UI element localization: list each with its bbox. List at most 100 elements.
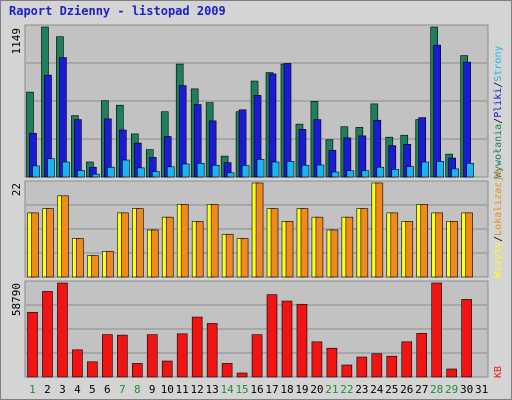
bar-strony-day-7 <box>122 159 130 178</box>
day-label-3: 3 <box>59 383 66 396</box>
bar-strony-day-3 <box>62 161 70 178</box>
day-label-11: 11 <box>176 383 189 396</box>
bar-strony-day-25 <box>391 169 400 178</box>
bar-lokalizacje-day-24 <box>375 182 384 278</box>
top-y-max-label: 1149 <box>10 28 23 55</box>
bar-lokalizacje-day-2 <box>46 208 54 278</box>
bottom-y-max-label: 58790 <box>10 283 23 316</box>
bar-kb-day-14 <box>221 363 233 378</box>
legend-top-part-2: Pliki <box>493 88 504 118</box>
day-label-12: 12 <box>191 383 204 396</box>
bar-kb-day-11 <box>176 333 188 378</box>
legend-top: Wywołania/Pliki/Strony <box>493 46 504 178</box>
legend-top-part-0: Wywołania <box>493 124 504 178</box>
bar-kb-day-4 <box>72 349 83 378</box>
day-label-25: 25 <box>385 383 398 396</box>
day-label-5: 5 <box>89 383 96 396</box>
bar-lokalizacje-day-23 <box>360 208 369 278</box>
day-label-26: 26 <box>400 383 413 396</box>
bar-lokalizacje-day-29 <box>450 221 458 278</box>
bar-kb-day-27 <box>416 333 428 378</box>
bar-lokalizacje-day-22 <box>345 216 354 278</box>
bar-strony-day-19 <box>301 164 310 178</box>
legend-top-part-1: / <box>493 118 504 124</box>
bar-pliki-day-17 <box>268 73 277 178</box>
bar-lokalizacje-day-10 <box>165 216 174 278</box>
chart-title: Raport Dzienny - listopad 2009 <box>9 4 226 18</box>
bar-kb-day-23 <box>356 356 368 378</box>
day-label-27: 27 <box>415 383 428 396</box>
bar-strony-day-9 <box>151 171 160 178</box>
day-label-4: 4 <box>74 383 81 396</box>
bar-strony-day-2 <box>47 158 55 178</box>
bar-kb-day-12 <box>191 316 203 378</box>
bar-lokalizacje-day-9 <box>150 229 159 278</box>
bar-strony-day-23 <box>361 170 370 178</box>
bar-lokalizacje-day-14 <box>225 233 234 278</box>
bar-strony-day-1 <box>32 165 40 178</box>
bar-kb-day-10 <box>161 360 173 378</box>
bar-strony-day-5 <box>92 173 100 178</box>
bar-lokalizacje-day-18 <box>285 221 294 278</box>
bar-strony-day-24 <box>376 166 385 178</box>
bar-strony-day-8 <box>136 167 145 178</box>
day-label-14: 14 <box>220 383 234 396</box>
bar-strony-day-15 <box>241 165 250 178</box>
bar-lokalizacje-day-6 <box>106 251 114 278</box>
bar-lokalizacje-day-13 <box>210 204 219 278</box>
bar-pliki-day-4 <box>74 119 82 178</box>
day-label-1: 1 <box>29 383 36 396</box>
bar-lokalizacje-day-16 <box>255 182 264 278</box>
day-label-16: 16 <box>250 383 263 396</box>
bar-kb-day-29 <box>446 368 457 378</box>
bar-strony-day-10 <box>166 166 175 178</box>
bar-lokalizacje-day-30 <box>465 212 473 278</box>
bars <box>26 26 474 378</box>
bar-kb-day-13 <box>206 323 218 378</box>
bar-lokalizacje-day-21 <box>330 229 339 278</box>
day-label-28: 28 <box>430 383 443 396</box>
bar-strony-day-17 <box>271 161 280 178</box>
bar-strony-day-11 <box>181 163 190 178</box>
bar-strony-day-22 <box>346 170 355 178</box>
bar-lokalizacje-day-25 <box>390 212 399 278</box>
day-label-9: 9 <box>149 383 156 396</box>
bar-strony-day-27 <box>421 161 430 178</box>
bar-strony-day-20 <box>316 164 325 178</box>
middle-y-max-label: 22 <box>10 183 23 196</box>
bar-kb-day-21 <box>326 347 338 378</box>
legend-middle-part-0: Wizyty <box>493 242 504 278</box>
bar-lokalizacje-day-27 <box>420 204 429 278</box>
bar-lokalizacje-day-26 <box>405 221 414 278</box>
bar-strony-day-4 <box>77 170 85 178</box>
bar-kb-day-3 <box>57 282 68 378</box>
bar-kb-day-28 <box>431 282 442 378</box>
bar-pliki-day-30 <box>463 61 471 178</box>
day-label-7: 7 <box>119 383 126 396</box>
day-label-6: 6 <box>104 383 111 396</box>
day-label-15: 15 <box>235 383 248 396</box>
day-label-23: 23 <box>355 383 368 396</box>
legend-bottom-part-0: KB <box>493 366 504 378</box>
legend-top-part-4: Strony <box>493 46 504 82</box>
bar-kb-day-15 <box>236 372 248 378</box>
day-label-19: 19 <box>295 383 308 396</box>
bar-strony-day-28 <box>436 161 444 178</box>
day-label-13: 13 <box>206 383 219 396</box>
legend-middle-part-2: Lokalizacje <box>493 170 504 236</box>
legend-top-part-3: / <box>493 82 504 88</box>
bar-kb-day-2 <box>42 291 53 378</box>
bar-lokalizacje-day-4 <box>76 238 84 278</box>
bar-lokalizacje-day-7 <box>121 212 129 278</box>
day-label-10: 10 <box>161 383 174 396</box>
legend-middle: Wizyty/Lokalizacje <box>493 170 504 278</box>
bar-lokalizacje-day-17 <box>270 208 279 278</box>
bar-lokalizacje-day-5 <box>91 255 99 278</box>
bar-strony-day-18 <box>286 161 295 178</box>
bar-strony-day-21 <box>331 171 340 178</box>
bar-strony-day-14 <box>226 172 235 178</box>
day-label-29: 29 <box>445 383 458 396</box>
bar-kb-day-5 <box>87 361 98 378</box>
bar-strony-day-29 <box>451 168 459 178</box>
